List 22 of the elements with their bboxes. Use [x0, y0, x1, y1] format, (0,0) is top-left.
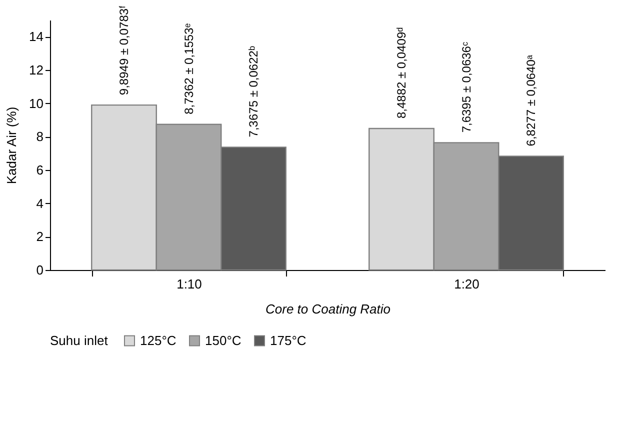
data-label: 7,3675 ± 0,0622ᵇ	[246, 46, 260, 138]
y-tick-label: 14	[29, 29, 44, 44]
y-tick-label: 0	[36, 262, 44, 278]
x-tick-label: 1:10	[176, 276, 202, 292]
data-label: 6,8277 ± 0,0640ᵃ	[524, 54, 538, 146]
y-tick-label: 2	[36, 229, 44, 244]
y-tick-label: 8	[36, 129, 44, 144]
x-tick-label: 1:20	[454, 276, 480, 292]
x-axis-title: Core to Coating Ratio	[265, 302, 391, 316]
data-label: 9,8949 ± 0,0783ᶠ	[117, 5, 131, 96]
legend-label: 125°C	[140, 332, 176, 348]
data-label: 8,7362 ± 0,1553ᵉ	[182, 22, 196, 114]
legend-label: 175°C	[270, 332, 306, 348]
data-label: 8,4882 ± 0,0409ᵈ	[394, 26, 408, 119]
y-tick-label: 10	[29, 96, 44, 111]
y-tick-label: 12	[29, 62, 44, 78]
y-axis-title: Kadar Air (%)	[4, 106, 20, 184]
y-tick-label: 4	[36, 196, 44, 211]
data-label: 7,6395 ± 0,0636ᶜ	[459, 42, 474, 133]
y-tick-label: 6	[36, 162, 44, 178]
legend-label: 150°C	[205, 332, 242, 348]
legend-title: Suhu inlet	[50, 333, 108, 348]
